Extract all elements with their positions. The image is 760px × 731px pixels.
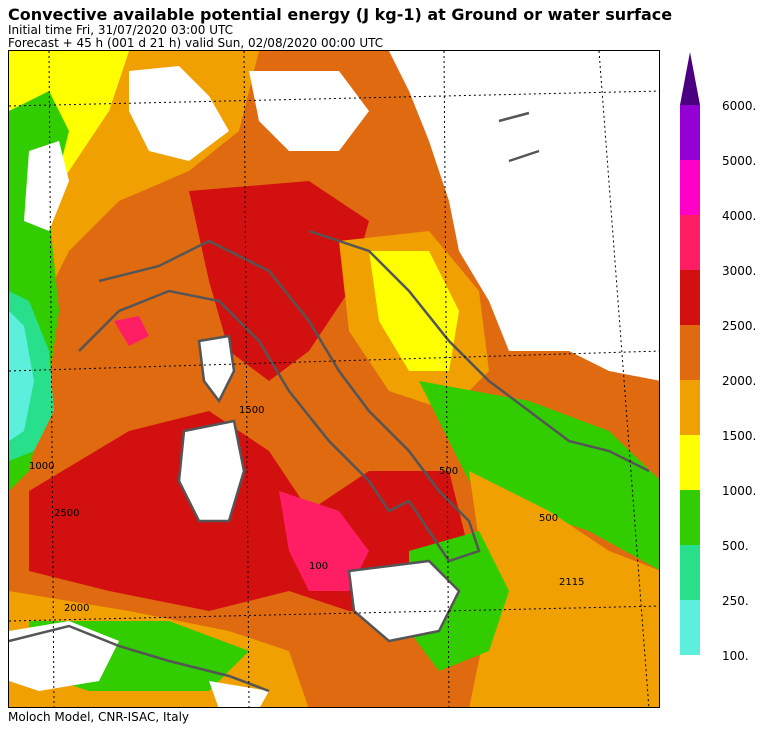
legend-label: 250. bbox=[722, 594, 749, 608]
contour-label: 2115 bbox=[559, 577, 584, 588]
legend-label: 2000. bbox=[722, 374, 757, 388]
forecast-valid-time: Forecast + 45 h (001 d 21 h) valid Sun, … bbox=[8, 36, 384, 50]
field-turquoise-west bbox=[9, 311, 34, 441]
initial-time: Initial time Fri, 31/07/2020 03:00 UTC bbox=[8, 23, 234, 37]
contour-label: 500 bbox=[439, 466, 458, 477]
contour-label: 500 bbox=[539, 513, 558, 524]
field-orange-ionian bbox=[469, 471, 659, 707]
legend-label: 3000. bbox=[722, 264, 757, 278]
graticule bbox=[9, 51, 659, 707]
field-pink-tyrrhenian bbox=[279, 491, 369, 591]
grid-lat-2 bbox=[9, 350, 659, 372]
legend-swatch-100 bbox=[680, 600, 700, 655]
legend-swatch-3000 bbox=[680, 215, 700, 270]
legend-swatch-500 bbox=[680, 490, 700, 545]
cape-map-svg: 1000 1500 2500 2000 500 500 2115 100 bbox=[9, 51, 659, 707]
land-alps-west bbox=[129, 66, 229, 161]
contour-label: 100 bbox=[309, 561, 328, 572]
land-tunisia bbox=[9, 621, 119, 691]
legend-arrow-top bbox=[680, 52, 700, 105]
legend-colorbar bbox=[680, 52, 700, 655]
legend-swatch-1000 bbox=[680, 435, 700, 490]
coast-misc bbox=[498, 111, 540, 163]
legend-label: 6000. bbox=[722, 99, 757, 113]
legend-label: 500. bbox=[722, 539, 749, 553]
legend: 6000. 5000. 4000. 3000. 2500. 2000. 1500… bbox=[680, 50, 760, 663]
grid-lat-3 bbox=[9, 605, 659, 622]
field-pink-ligurian bbox=[114, 316, 149, 346]
legend-swatch-2000 bbox=[680, 325, 700, 380]
coast-adriatic-east bbox=[308, 229, 650, 473]
legend-label: 4000. bbox=[722, 209, 757, 223]
legend-swatch-1500 bbox=[680, 380, 700, 435]
contour-labels: 1000 1500 2500 2000 500 500 2115 100 bbox=[29, 405, 584, 614]
grid-lat-1 bbox=[9, 90, 659, 107]
coast-africa bbox=[9, 624, 270, 693]
coast-sardinia bbox=[177, 419, 246, 523]
chart-title: Convective available potential energy (J… bbox=[8, 5, 673, 24]
land-sardinia bbox=[179, 421, 244, 521]
contour-label: 2000 bbox=[64, 603, 89, 614]
field-green-balkan bbox=[419, 381, 659, 570]
coast-corsica bbox=[197, 334, 236, 404]
legend-swatch-2500 bbox=[680, 270, 700, 325]
coast-sicily bbox=[347, 559, 461, 643]
legend-swatch-4000 bbox=[680, 160, 700, 215]
legend-label: 5000. bbox=[722, 154, 757, 168]
land-libya-coast bbox=[209, 681, 269, 707]
legend-label: 1500. bbox=[722, 429, 757, 443]
legend-label: 100. bbox=[722, 649, 749, 663]
land-sicily bbox=[349, 561, 459, 641]
land-east-europe bbox=[389, 51, 659, 381]
contour-label: 1000 bbox=[29, 461, 54, 472]
contour-label: 1500 bbox=[239, 405, 264, 416]
field-yellow-adriatic bbox=[369, 251, 459, 371]
field-red-north bbox=[189, 181, 369, 381]
legend-label: 2500. bbox=[722, 319, 757, 333]
legend-swatch-250 bbox=[680, 545, 700, 600]
footer-credit: Moloch Model, CNR-ISAC, Italy bbox=[8, 710, 190, 724]
legend-swatch-5000 bbox=[680, 105, 700, 160]
land-france bbox=[24, 141, 69, 231]
contour-label: 2500 bbox=[54, 508, 79, 519]
cape-map: 1000 1500 2500 2000 500 500 2115 100 bbox=[8, 50, 660, 708]
land-alps-east bbox=[249, 71, 369, 151]
legend-label: 1000. bbox=[722, 484, 757, 498]
